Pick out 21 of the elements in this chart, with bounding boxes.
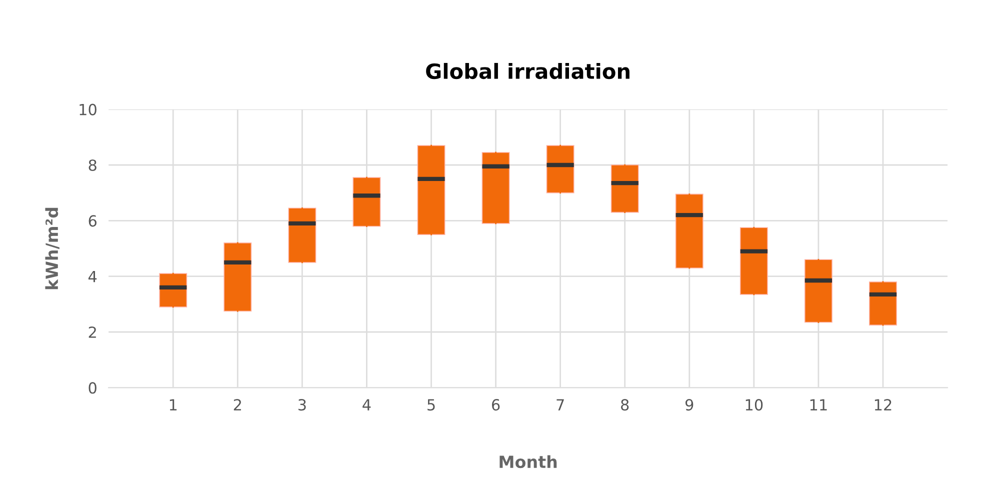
x-tick-label: 8	[621, 399, 629, 411]
x-tick-label: 10	[746, 399, 763, 411]
y-axis-title: kWh/m²d	[45, 208, 60, 290]
x-tick-label: 5	[428, 399, 435, 411]
x-tick-label: 9	[685, 399, 694, 411]
y-tick-label: 0	[88, 382, 96, 394]
y-tick-label: 8	[88, 159, 96, 172]
x-tick-label: 11	[810, 399, 827, 410]
x-tick-label: 12	[874, 399, 892, 410]
chart-title: Global irradiation	[426, 62, 630, 80]
y-tick-label: 6	[88, 215, 96, 227]
x-tick-label: 2	[234, 399, 241, 410]
x-tick-label: 6	[492, 399, 500, 411]
x-tick-label: 4	[362, 399, 371, 410]
y-tick-label: 10	[80, 104, 96, 116]
x-tick-label: 7	[556, 399, 564, 410]
x-tick-label: 3	[298, 399, 306, 411]
y-tick-label: 2	[88, 326, 96, 338]
x-tick-label: 1	[170, 399, 177, 410]
y-tick-label: 4	[88, 271, 97, 282]
x-axis-title: Month	[500, 455, 557, 468]
